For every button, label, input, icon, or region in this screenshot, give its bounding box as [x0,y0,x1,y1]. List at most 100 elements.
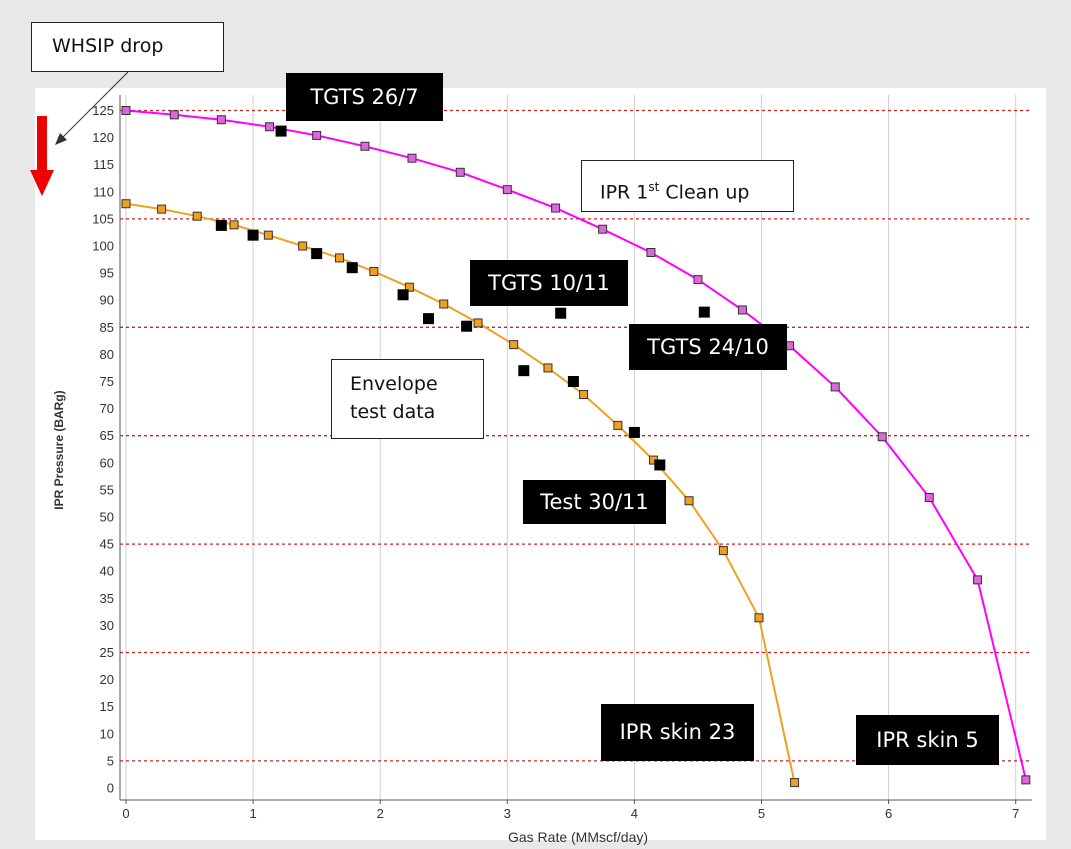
vertical-gridlines [125,95,1017,800]
y-tick-labels: 0 5 10 15 20 25 30 35 40 45 50 55 60 65 70 75 80 85 90 95 10… [92,103,114,796]
data-point [407,153,417,163]
series-layer [121,106,1031,788]
test-data-point [311,248,323,260]
y-tick-label: 120 [92,130,114,145]
data-point [551,203,561,213]
data-point [754,613,764,623]
data-point [121,199,131,209]
data-point [924,492,934,502]
test-data-point [698,306,710,318]
data-point [737,305,747,315]
series-1 [121,199,800,788]
horizontal-dashed-gridlines [120,109,1032,762]
axes [119,95,1032,801]
ipr-clean-up-text-rest: Clean up [659,181,750,204]
y-tick-label: 60 [100,455,114,470]
x-tick-label: 4 [631,806,638,821]
data-point [360,141,370,151]
test-data-point [555,307,567,319]
data-point [335,253,345,263]
data-point [439,299,449,309]
envelope-line2: test data [350,401,436,423]
ipr-clean-up-text: IPR 1 [600,181,649,204]
x-tick-labels: 0 1 2 3 4 5 6 7 [122,800,1019,821]
leader-line [59,71,129,141]
data-point [369,266,379,276]
y-tick-label: 15 [100,699,114,714]
test-data-point [567,376,579,387]
tgts-24-10-callout: TGTS 24/10 [629,324,787,370]
tgts-26-7-callout: TGTS 26/7 [286,73,443,121]
y-tick-label: 105 [92,211,114,226]
data-point [579,390,589,400]
x-tick-label: 5 [758,806,765,821]
y-axis-label: IPR Pressure (BARg) [52,390,66,509]
y-tick-label: 5 [107,753,114,768]
test-data-point [518,365,530,377]
data-point [216,115,226,125]
data-point [1021,775,1031,785]
drop-arrow-shaft [37,116,47,171]
test-data-point [346,262,358,274]
x-tick-label: 1 [249,806,256,821]
whsip-drop-callout: WHSIP drop [31,22,224,72]
y-tick-label: 100 [92,239,114,254]
y-tick-label: 75 [100,374,114,389]
data-point [509,340,519,350]
plot-background [35,88,1046,840]
leader-arrow-head [55,133,67,145]
y-tick-label: 125 [92,103,114,118]
data-point [502,185,512,195]
whsip-drop-arrow [30,116,54,196]
data-point [877,432,887,442]
y-tick-label: 40 [100,564,114,579]
test-data-point [397,289,409,301]
y-tick-label: 55 [100,482,114,497]
data-point [684,496,694,506]
y-tick-label: 85 [100,320,114,335]
data-point [973,575,983,585]
data-point [265,122,275,132]
test-30-11-callout: Test 30/11 [523,480,666,524]
data-point [169,110,179,120]
test-data-point [654,459,666,471]
y-tick-label: 45 [100,537,114,552]
y-tick-label: 70 [100,401,114,416]
y-tick-label: 95 [100,266,114,281]
data-point [693,275,703,285]
data-point [718,546,728,556]
data-point [157,204,167,214]
data-point [613,420,623,430]
data-point [298,241,308,251]
x-tick-label: 6 [885,806,892,821]
data-point [790,778,800,788]
y-tick-label: 0 [107,781,114,796]
envelope-line1: Envelope [350,373,438,395]
y-tick-label: 115 [93,157,114,172]
data-point [229,220,239,230]
data-point [543,363,553,373]
tgts-10-11-callout: TGTS 10/11 [470,260,628,306]
x-tick-label: 2 [377,806,384,821]
data-point [192,211,202,221]
test-data-point [422,313,434,325]
drop-arrow-head [30,170,54,196]
series-line [125,202,796,783]
y-tick-label: 10 [100,726,114,741]
data-point [312,130,322,140]
y-tick-label: 90 [100,293,114,308]
test-data-point [461,320,473,332]
test-data-point [247,229,259,241]
data-point [473,318,483,328]
ipr-clean-up-callout: IPR 1st Clean up [581,160,794,212]
data-point [404,282,414,292]
test-data-point [628,426,640,438]
whsip-leader-arrow [55,71,129,145]
data-point [263,230,273,240]
y-tick-label: 30 [100,618,114,633]
ipr-skin-5-callout: IPR skin 5 [856,715,999,765]
series-2 [215,125,710,471]
ipr-clean-up-superscript: st [648,180,660,194]
y-tick-label: 25 [100,645,114,660]
